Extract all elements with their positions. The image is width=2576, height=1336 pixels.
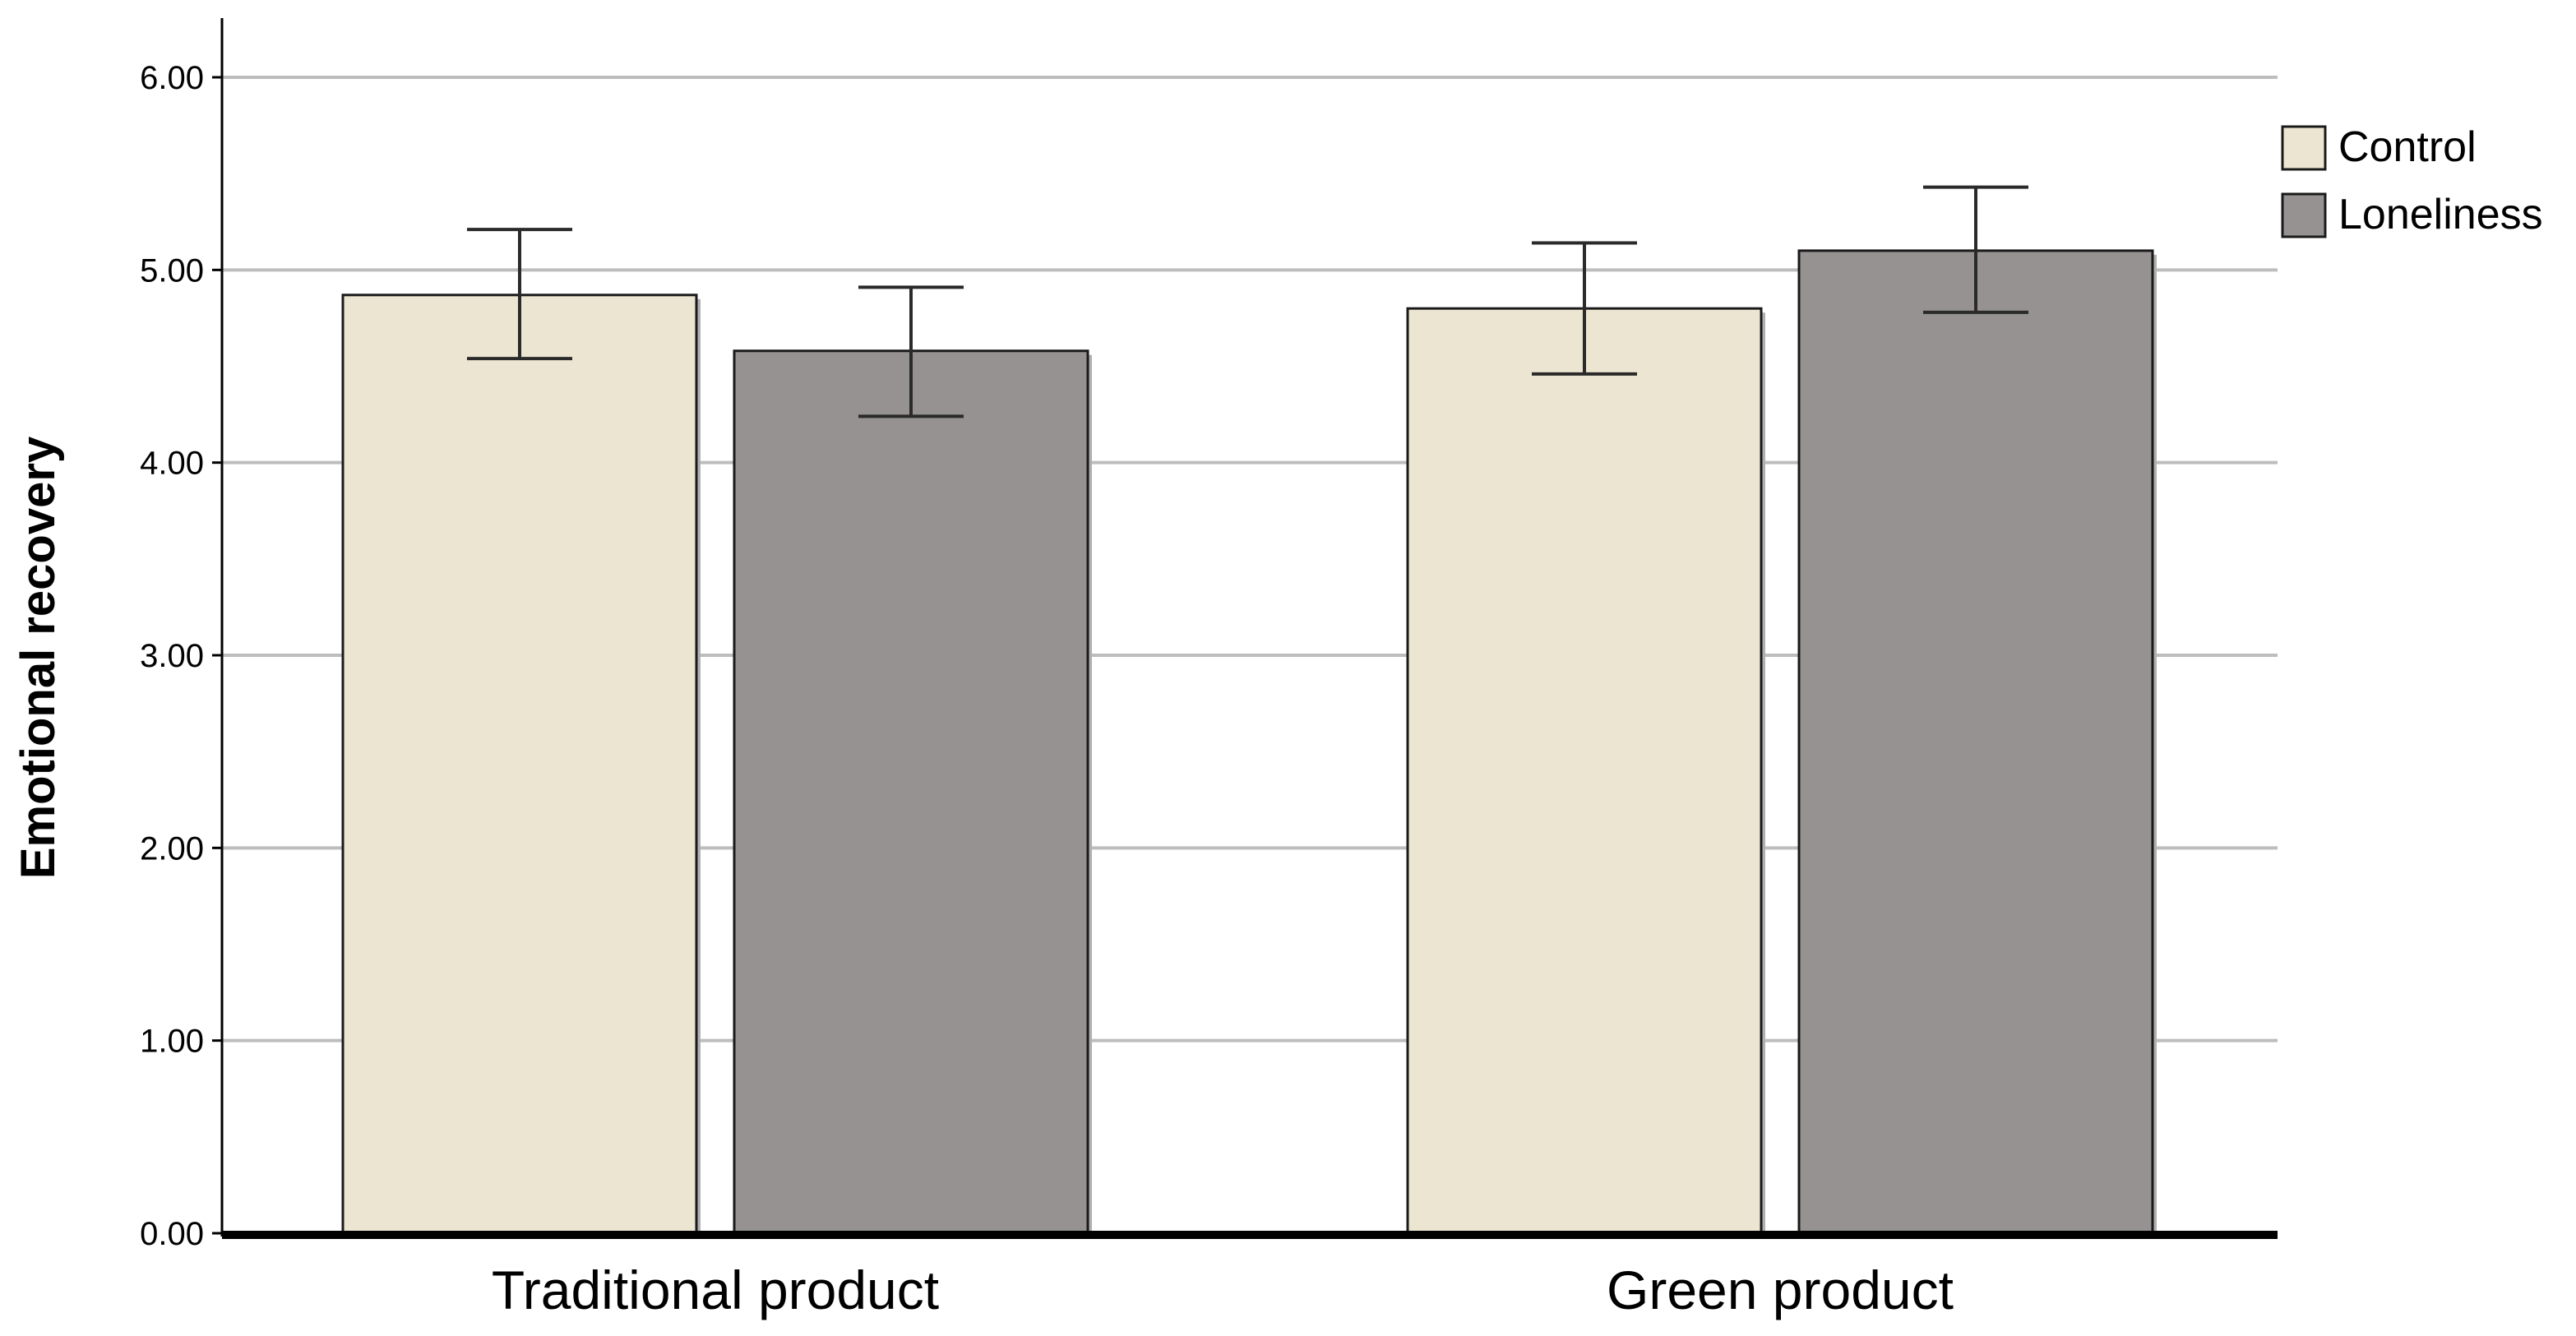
error-bar-loneliness-1 xyxy=(858,285,964,418)
legend-swatch-control xyxy=(2281,125,2327,171)
error-bars xyxy=(467,185,2028,418)
legend-label-control: Control xyxy=(2338,123,2477,171)
x-category-label: Traditional product xyxy=(492,1260,939,1320)
bar-control-2 xyxy=(1406,307,1763,1235)
x-axis-categories: Traditional product Green product xyxy=(492,1260,1954,1320)
legend: Control Loneliness xyxy=(2281,123,2543,238)
y-tick-label: 5.00 xyxy=(140,252,204,289)
error-bar-control-2 xyxy=(1532,241,1637,376)
y-tick-label: 0.00 xyxy=(140,1216,204,1252)
bar-control-1 xyxy=(341,294,698,1235)
legend-swatch-loneliness xyxy=(2281,192,2327,238)
y-tick-label: 2.00 xyxy=(140,830,204,867)
y-tick-label: 3.00 xyxy=(140,638,204,674)
y-axis-label: Emotional recovery xyxy=(12,437,65,879)
x-category-label: Green product xyxy=(1607,1260,1954,1320)
y-tick-label: 1.00 xyxy=(140,1024,204,1060)
y-tick-label: 4.00 xyxy=(140,446,204,482)
error-bar-control-1 xyxy=(467,228,572,361)
bars xyxy=(341,249,2157,1235)
axes xyxy=(220,18,2278,1239)
y-axis-ticks: 0.00 1.00 2.00 3.00 4.00 5.00 6.00 xyxy=(140,60,222,1252)
legend-label-loneliness: Loneliness xyxy=(2338,191,2543,238)
error-bar-loneliness-2 xyxy=(1923,185,2028,314)
bar-loneliness-1 xyxy=(733,349,1089,1235)
bar-loneliness-2 xyxy=(1797,249,2154,1235)
y-tick-label: 6.00 xyxy=(140,60,204,96)
